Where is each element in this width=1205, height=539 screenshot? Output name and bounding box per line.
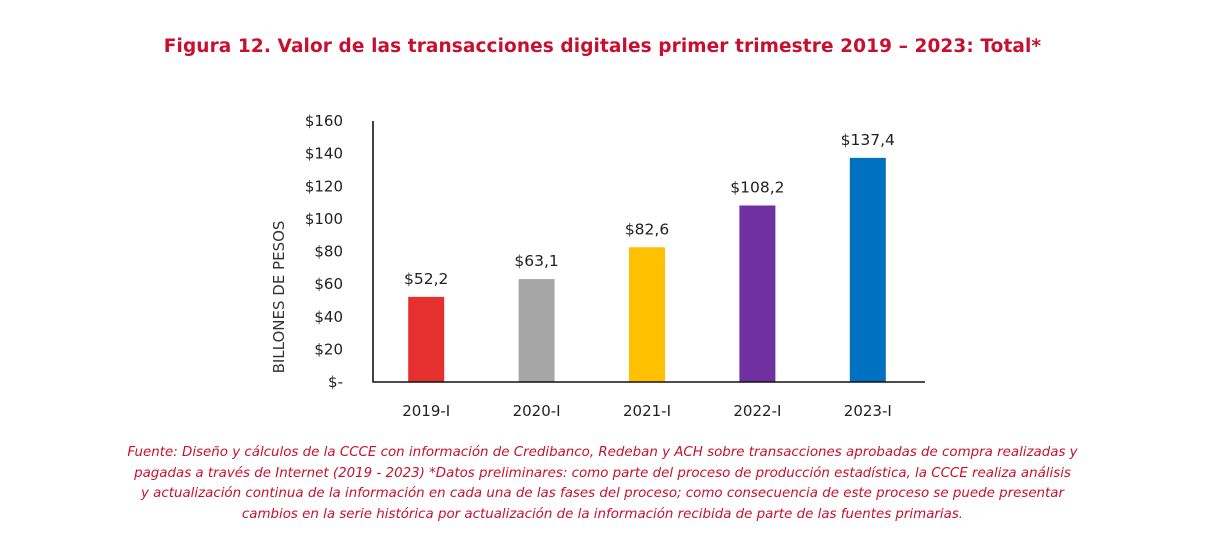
- data-label: $137,4: [841, 131, 895, 149]
- data-label: $82,6: [625, 220, 669, 238]
- data-label: $108,2: [730, 178, 784, 196]
- source-line: y actualización continua de la informaci…: [140, 486, 1065, 501]
- x-tick-label: 2019-I: [402, 402, 450, 420]
- data-label: $63,1: [514, 252, 558, 270]
- y-tick-label: $160: [305, 112, 343, 130]
- source-note: Fuente: Diseño y cálculos de la CCCE con…: [40, 443, 1165, 525]
- x-tick-label: 2022-I: [733, 402, 781, 420]
- y-tick-label: $-: [328, 373, 343, 391]
- bars: [408, 157, 886, 382]
- bar-2020-i: [518, 279, 555, 382]
- y-tick-label: $40: [314, 308, 343, 326]
- bar-2021-i: [629, 247, 665, 382]
- y-tick-label: $140: [305, 145, 343, 163]
- y-tick-label: $100: [305, 210, 343, 228]
- figure-title: Figura 12. Valor de las transacciones di…: [163, 36, 1042, 57]
- source-line: pagadas a través de Internet (2019 - 202…: [134, 465, 1071, 481]
- y-tick-label: $80: [314, 243, 343, 261]
- data-label: $52,2: [404, 270, 448, 288]
- x-tick-label: 2020-I: [513, 402, 561, 420]
- y-axis-title: BILLONES DE PESOS: [270, 221, 288, 374]
- y-tick-label: $120: [305, 177, 343, 195]
- x-tick-label: 2023-I: [844, 402, 892, 420]
- bar-2023-i: [849, 157, 886, 382]
- x-axis-labels: 2019-I 2020-I 2021-I 2022-I 2023-I: [402, 402, 892, 420]
- y-tick-label: $20: [314, 340, 343, 358]
- source-line: Fuente: Diseño y cálculos de la CCCE con…: [127, 445, 1078, 460]
- y-axis-ticks: $- $20 $40 $60 $80 $100 $120 $140 $160: [305, 112, 343, 391]
- bar-2019-i: [408, 296, 445, 382]
- data-labels: $52,2 $63,1 $82,6 $108,2 $137,4: [404, 131, 895, 288]
- source-line: cambios en la serie histórica por actual…: [241, 506, 964, 522]
- bar-2022-i: [739, 205, 776, 382]
- x-tick-label: 2021-I: [623, 402, 671, 420]
- y-tick-label: $60: [314, 275, 343, 293]
